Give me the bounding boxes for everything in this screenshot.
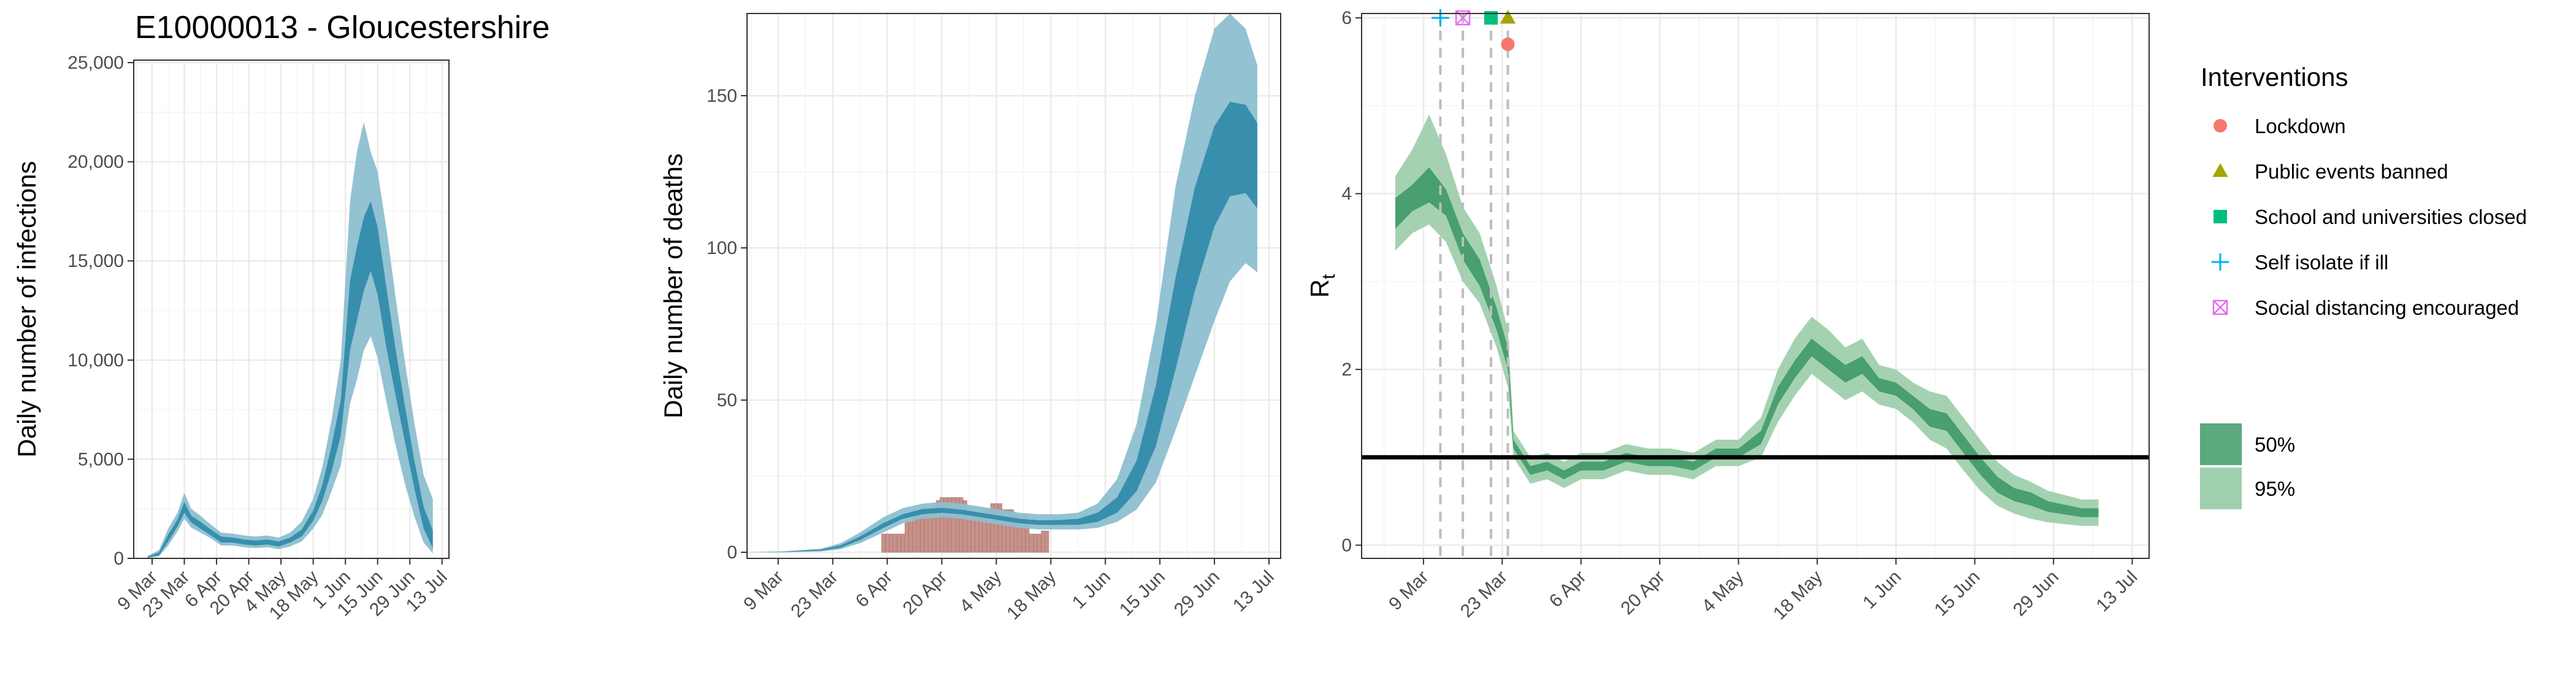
deaths-bar [959,497,964,553]
deaths-y-ticks: 0 50 100 150 [707,86,747,563]
deaths-bar [1002,509,1006,553]
deaths-bar [885,533,889,553]
deaths-bars [881,497,1049,553]
deaths-bar [940,497,944,553]
infections-bands [147,122,433,558]
rt-y-axis-title-main: R [1305,279,1334,298]
deaths-bar [955,497,960,553]
infections-y-tick-label: 5,000 [78,449,124,469]
infections-grid [134,60,449,560]
infections-y-ticks: 0 5,000 10,000 15,000 20,000 25,000 [67,53,134,569]
deaths-bar [908,522,913,553]
deaths-bar [1010,509,1014,553]
legend: Interventions Lockdown Public events bann… [2200,63,2527,509]
legend-interventions: Lockdown Public events banned School and u… [2211,115,2527,319]
deaths-bar [1006,509,1010,553]
rt-y-tick-label: 2 [1341,360,1352,380]
legend-key-social-distancing [2212,299,2228,315]
deaths-bar [924,515,929,553]
rt-y-axis-title-subscript: t [1319,274,1339,279]
infections-y-tick-label: 10,000 [67,350,124,371]
plot-title: E10000013 - Gloucestershire [135,10,550,45]
rt-band-50 [1395,167,2099,517]
infections-plot-background [134,60,449,558]
deaths-bar [881,533,886,553]
infections-plot-border [133,60,450,559]
deaths-plot-border [746,13,1281,559]
legend-key-lockdown [2214,119,2227,133]
rt-y-tick-label: 0 [1341,536,1352,556]
intervention-marker-self-isolate [1432,9,1449,27]
rt-y-tick-label: 6 [1341,8,1352,28]
deaths-bar [943,497,948,553]
legend-ci: 50% 95% [2200,423,2295,509]
rt-bands [1395,114,2099,526]
legend-key-public-events [2212,163,2228,177]
deaths-bar [1045,530,1049,553]
deaths-bands [747,13,1257,553]
deaths-bar [912,515,917,553]
deaths-bar [928,512,932,553]
deaths-bar [951,497,956,553]
deaths-y-tick-label: 0 [727,542,737,563]
deaths-band-95 [747,13,1257,553]
infections-y-tick-label: 15,000 [67,251,124,271]
deaths-bar [889,533,894,553]
deaths-bar [905,522,909,553]
legend-title: Interventions [2201,63,2348,91]
deaths-y-tick-label: 100 [707,238,737,258]
infections-y-tick-label: 25,000 [67,53,124,73]
deaths-bar [998,503,1003,553]
deaths-y-axis-title: Daily number of deaths [659,153,688,418]
deaths-bar [1037,533,1041,553]
intervention-marker-lockdown [1501,37,1515,52]
infections-y-axis-title: Daily number of infections [12,161,41,457]
legend-key-self-isolate [2211,253,2229,271]
deaths-bar [1029,533,1033,553]
legend-label: Self isolate if ill [2255,251,2388,274]
legend-ci-label: 95% [2255,477,2295,500]
legend-ci-key [2200,423,2242,465]
rt-y-axis-title: Rt [1305,274,1339,298]
legend-label: Public events banned [2255,160,2448,183]
legend-ci-key [2200,468,2242,509]
infections-panel: E10000013 - Gloucestershire 0 5,000 10,000… [12,10,550,624]
intervention-marker-public-events [1500,9,1516,24]
deaths-bar [935,500,940,553]
deaths-bar [900,533,905,553]
legend-label: Lockdown [2255,115,2346,137]
deaths-bar [990,503,995,553]
infections-y-tick-label: 20,000 [67,152,124,172]
deaths-bar [893,533,897,553]
infections-y-tick-label: 0 [113,549,124,569]
legend-ci-label: 50% [2255,433,2295,456]
deaths-y-tick-label: 150 [707,86,737,106]
deaths-bar [897,533,901,553]
intervention-lines [1439,13,1509,558]
legend-label: Social distancing encouraged [2255,296,2519,319]
deaths-bar [1033,533,1038,553]
deaths-bar [947,497,952,553]
rt-y-tick-label: 4 [1341,184,1352,204]
rt-y-ticks: 0 2 4 6 [1341,8,1362,556]
deaths-y-tick-label: 50 [717,390,737,410]
deaths-bar [1041,530,1045,553]
legend-label: School and universities closed [2255,206,2527,228]
deaths-bar [932,512,937,553]
rt-band-95 [1395,114,2099,526]
deaths-bar [963,500,967,553]
deaths-bar [994,503,999,553]
deaths-bar [920,515,925,553]
intervention-marker-schools [1484,11,1498,25]
legend-key-schools [2214,210,2227,223]
rt-plot-border [1361,13,2150,559]
deaths-bar [916,515,921,553]
infections-band-50 [147,201,433,558]
intervention-markers [1432,9,1516,52]
